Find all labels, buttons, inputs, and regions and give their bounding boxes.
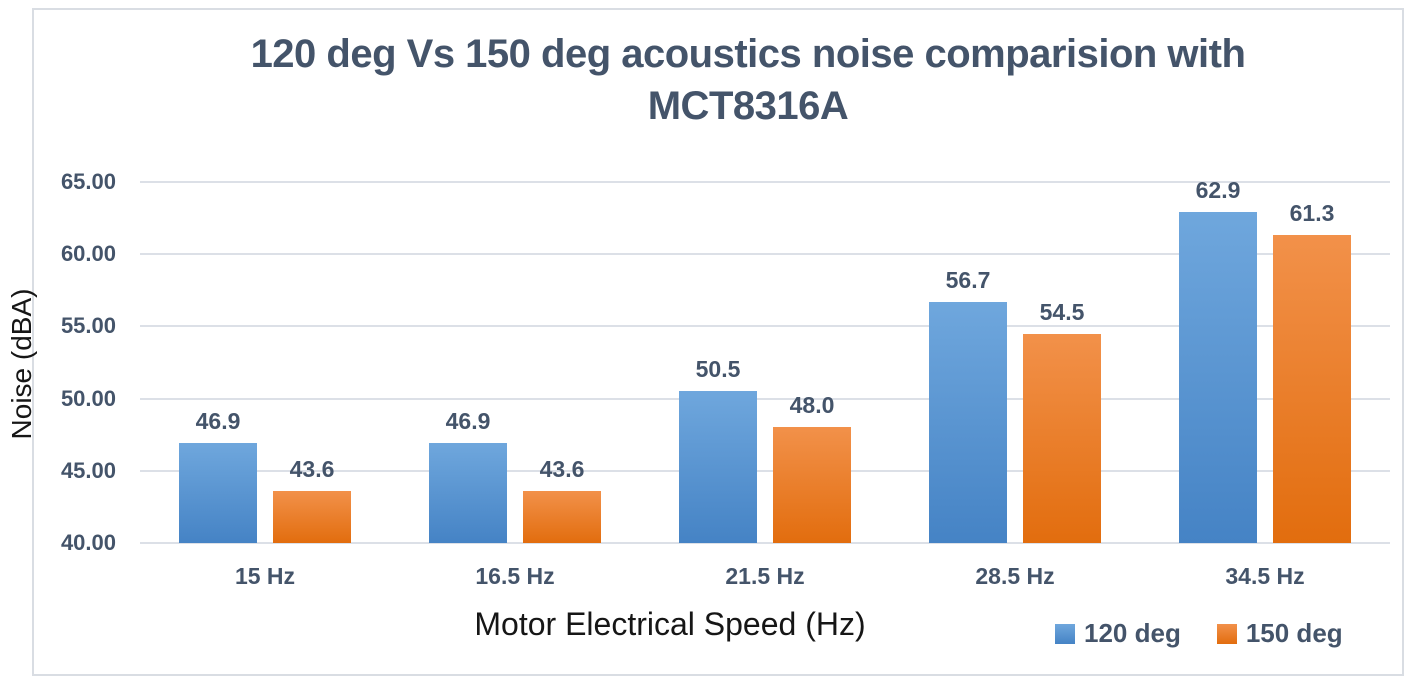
bar-150-deg: 48.0 [773, 392, 851, 543]
bar-150-deg: 43.6 [523, 456, 601, 543]
data-label: 46.9 [195, 408, 241, 434]
gridline [140, 397, 1390, 400]
data-label: 43.6 [289, 456, 335, 482]
legend-item-120-deg: 120 deg [1055, 618, 1181, 649]
legend: 120 deg 150 deg [1055, 618, 1343, 649]
bar-120-deg: 46.9 [429, 408, 507, 543]
data-label: 43.6 [539, 456, 585, 482]
bar-150-deg: 43.6 [273, 456, 351, 543]
bar-120-deg: 50.5 [679, 356, 757, 543]
data-label: 50.5 [695, 356, 741, 382]
x-axis-title: Motor Electrical Speed (Hz) [474, 606, 866, 642]
legend-swatch-120-deg-icon [1055, 623, 1075, 644]
chart-frame [32, 8, 1404, 676]
legend-swatch-150-deg-icon [1216, 623, 1237, 644]
plot-area: 40.00 45.00 50.00 55.00 60.00 65.00 46.9 43.6 15… [61, 169, 1390, 589]
bar-120-deg: 56.7 [929, 267, 1007, 543]
y-tick-label: 50.00 [60, 385, 116, 411]
bar-120-deg: 46.9 [179, 408, 257, 543]
bar-120-deg: 62.9 [1179, 177, 1257, 543]
gridline [140, 325, 1390, 328]
legend-label-150-deg: 150 deg [1245, 618, 1343, 648]
bar-group-15-hz: 46.9 43.6 15 Hz [140, 182, 390, 589]
data-label: 56.7 [945, 267, 991, 293]
data-label: 61.3 [1289, 200, 1335, 226]
bar-group-34-5-hz: 62.9 61.3 34.5 Hz [1140, 177, 1390, 589]
bar-150-deg: 54.5 [1023, 299, 1101, 543]
y-tick-label: 55.00 [60, 313, 116, 339]
y-tick-label: 60.00 [60, 241, 116, 267]
data-label: 54.5 [1039, 299, 1085, 325]
gridline [140, 469, 1390, 472]
gridline [140, 542, 1390, 544]
y-tick-label: 40.00 [60, 530, 116, 555]
legend-item-150-deg: 150 deg [1216, 618, 1343, 649]
bar-150-deg: 61.3 [1273, 200, 1351, 543]
x-category-label: 15 Hz [234, 563, 296, 589]
bar-group-16-5-hz: 46.9 43.6 16.5 Hz [390, 182, 640, 589]
bar-group-28-5-hz: 56.7 54.5 28.5 Hz [890, 182, 1140, 589]
x-category-label: 34.5 Hz [1225, 563, 1305, 589]
gridline [140, 181, 1390, 183]
data-label: 46.9 [445, 408, 491, 434]
y-axis-title: Noise (dBA) [6, 288, 37, 440]
y-tick-label: 65.00 [60, 169, 116, 194]
bar-group-21-5-hz: 50.5 48.0 21.5 Hz [640, 182, 890, 589]
x-category-label: 16.5 Hz [475, 563, 555, 589]
data-label: 48.0 [789, 392, 835, 418]
bar-groups: 46.9 43.6 15 Hz 46.9 43.6 16.5 Hz 50.5 48.0 21.5… [140, 177, 1390, 589]
chart-title: 120 deg Vs 150 deg acoustics noise compa… [250, 32, 1246, 128]
x-category-label: 28.5 Hz [975, 563, 1055, 589]
legend-label-120-deg: 120 deg [1084, 618, 1181, 648]
data-label: 62.9 [1195, 177, 1241, 203]
gridline [140, 253, 1390, 256]
y-tick-label: 45.00 [60, 457, 116, 483]
x-category-label: 21.5 Hz [725, 563, 805, 589]
